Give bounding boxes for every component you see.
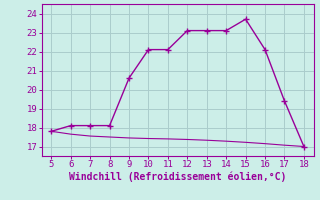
X-axis label: Windchill (Refroidissement éolien,°C): Windchill (Refroidissement éolien,°C) — [69, 172, 286, 182]
